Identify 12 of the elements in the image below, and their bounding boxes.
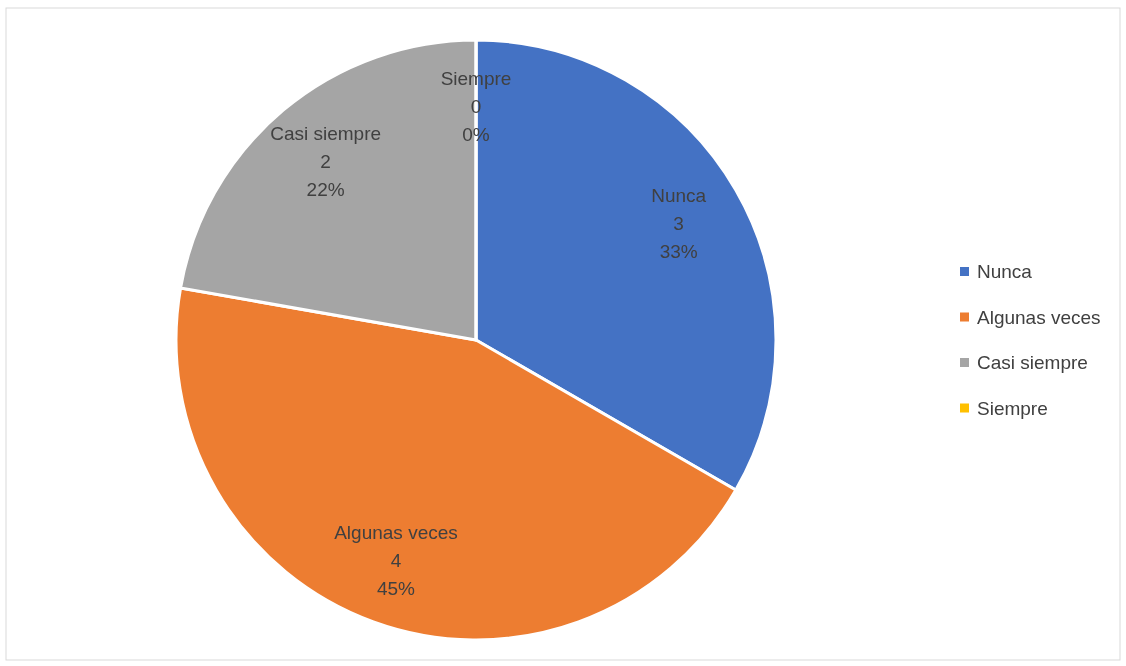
text: 0 0% <box>462 96 490 145</box>
legend-label: Casi siempre <box>977 352 1088 373</box>
slice-label: Nunca <box>651 185 707 206</box>
legend-label: Nunca <box>977 261 1033 282</box>
data-label: 2 22% <box>306 150 345 200</box>
data-label: 4 45% <box>376 549 416 599</box>
category-label: Siempre <box>440 68 512 89</box>
slice-label: Casi siempre <box>270 122 382 144</box>
slice-label: Algunas veces <box>334 521 458 543</box>
data-label: 3 33% <box>659 213 698 262</box>
legend-label: Algunas veces <box>977 306 1101 328</box>
legend-label: Siempre <box>977 397 1048 419</box>
